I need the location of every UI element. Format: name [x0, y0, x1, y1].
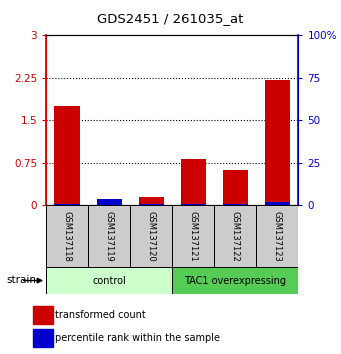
Bar	[138, 197, 164, 205]
Text: control: control	[92, 275, 126, 286]
FancyBboxPatch shape	[214, 205, 256, 267]
Text: GSM137120: GSM137120	[147, 211, 156, 262]
Bar	[265, 80, 290, 205]
Bar	[55, 204, 80, 205]
Bar	[265, 202, 290, 205]
Text: transformed count: transformed count	[55, 310, 146, 320]
Text: GSM137123: GSM137123	[273, 211, 282, 262]
FancyBboxPatch shape	[46, 205, 88, 267]
FancyBboxPatch shape	[130, 205, 172, 267]
FancyBboxPatch shape	[46, 267, 172, 294]
Text: strain: strain	[7, 275, 37, 285]
FancyBboxPatch shape	[172, 205, 214, 267]
FancyBboxPatch shape	[172, 267, 298, 294]
Text: GSM137122: GSM137122	[231, 211, 240, 262]
Bar	[181, 159, 206, 205]
Bar	[97, 199, 122, 205]
FancyBboxPatch shape	[256, 205, 298, 267]
Text: GDS2451 / 261035_at: GDS2451 / 261035_at	[97, 12, 244, 25]
Bar	[181, 204, 206, 205]
Text: TAC1 overexpressing: TAC1 overexpressing	[184, 275, 286, 286]
Bar	[138, 204, 164, 205]
Text: percentile rank within the sample: percentile rank within the sample	[55, 333, 220, 343]
FancyBboxPatch shape	[88, 205, 130, 267]
Bar	[55, 106, 80, 205]
Bar	[33, 306, 53, 324]
Text: GSM137121: GSM137121	[189, 211, 198, 262]
Bar	[33, 329, 53, 347]
Text: GSM137118: GSM137118	[62, 211, 72, 262]
Text: GSM137119: GSM137119	[105, 211, 114, 262]
Bar	[223, 170, 248, 205]
